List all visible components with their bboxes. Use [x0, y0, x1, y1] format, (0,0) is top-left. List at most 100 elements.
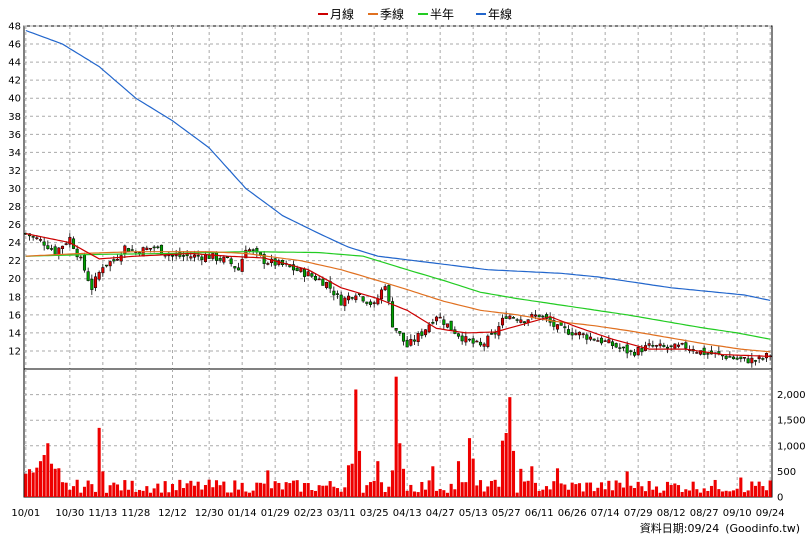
candle-body [731, 356, 736, 360]
legend-label: 月線 [330, 7, 354, 22]
candle-body [159, 244, 164, 255]
candle-body [86, 271, 90, 281]
candle-body [640, 348, 644, 353]
candle-body [728, 356, 732, 358]
candle-body [379, 289, 384, 300]
volume-bar [695, 489, 699, 497]
candle-body [310, 273, 314, 277]
volume-bar [614, 480, 618, 497]
volume-bar [258, 482, 263, 497]
volume-bar [739, 477, 743, 497]
x-tick-label: 03/11 [327, 508, 356, 519]
volume-bar [365, 485, 369, 497]
volume-bar [453, 489, 457, 497]
volume-bar [167, 492, 171, 497]
candle-body [97, 272, 101, 280]
volume-bar [346, 465, 351, 497]
candle-body [427, 324, 431, 333]
volume-bar [137, 489, 142, 497]
footer-note: 資料日期:09/24 (Goodinfo.tw) [640, 521, 800, 535]
volume-bar [277, 482, 281, 497]
candle-body [577, 331, 582, 336]
volume-bar [761, 486, 765, 497]
volume-plot-frame [23, 368, 773, 498]
volume-bar [625, 471, 629, 497]
volume-bar [720, 491, 725, 497]
candle-body [665, 346, 670, 349]
candle-body [632, 351, 637, 356]
candle-body [614, 343, 618, 348]
candle-body [500, 317, 505, 326]
volume-bar [387, 486, 391, 497]
candle-body [251, 249, 255, 251]
candle-body [240, 258, 244, 272]
volume-bar [251, 490, 255, 497]
candle-body [493, 332, 497, 335]
volume-bar [46, 443, 50, 497]
volume-bar [321, 485, 325, 497]
candle-body [53, 246, 57, 255]
candle-body [365, 301, 369, 304]
volume-bar [680, 491, 684, 497]
price-tick-label: 28 [8, 202, 21, 213]
volume-bar [240, 482, 244, 497]
candle-body [508, 315, 512, 320]
volume-bar [38, 461, 43, 497]
candle-body [599, 337, 604, 344]
candle-body [321, 278, 325, 286]
volume-bar [123, 480, 127, 497]
volume-bar [104, 492, 109, 497]
candle-body [350, 297, 354, 299]
x-tick-label: 03/25 [360, 508, 389, 519]
candle-body [233, 266, 237, 269]
candle-body [214, 252, 219, 261]
candle-body [511, 317, 516, 319]
volume-bar [409, 484, 413, 497]
volume-bar [640, 486, 644, 497]
candle-body [46, 245, 50, 249]
candle-body [438, 316, 442, 319]
volume-bar [236, 489, 241, 497]
volume-bar [621, 487, 626, 497]
volume-tick-label: 2,000 [777, 390, 806, 401]
candle-body [192, 254, 197, 258]
volume-bar [82, 486, 87, 497]
ma-half-year-line [25, 251, 771, 340]
candle-body [522, 321, 527, 324]
volume-bar [115, 484, 120, 497]
x-tick-label: 10/30 [55, 508, 84, 519]
candle-body [405, 339, 409, 348]
volume-bar [214, 480, 219, 497]
candle-body [431, 322, 435, 324]
candle-body [570, 332, 574, 336]
candle-body [636, 347, 640, 356]
candle-body [585, 334, 589, 340]
volume-bar [159, 492, 164, 497]
candle-body [552, 320, 556, 327]
volume-bar [247, 492, 252, 497]
volume-bar [255, 482, 259, 497]
volume-bar [471, 458, 475, 497]
candle-body [412, 339, 417, 342]
candle-body [515, 319, 519, 321]
volume-bar [643, 491, 648, 497]
volume-bar [475, 485, 479, 497]
volume-bar [508, 397, 512, 497]
volume-bar [537, 490, 541, 497]
volume-bar [544, 486, 549, 497]
volume-bar [731, 490, 736, 497]
volume-bar [79, 492, 83, 497]
candle-body [346, 295, 351, 301]
volume-bar [717, 489, 721, 497]
volume-bar [196, 481, 200, 497]
volume-bar [478, 480, 483, 497]
volume-bar [181, 488, 186, 497]
candle-body [130, 249, 134, 251]
legend-item: 年線 [476, 7, 512, 22]
volume-bars [24, 376, 772, 497]
candle-body [332, 290, 336, 296]
volume-bar [651, 489, 655, 497]
candle-body [442, 319, 446, 325]
volume-bar [687, 490, 692, 497]
candle-body [467, 338, 472, 341]
